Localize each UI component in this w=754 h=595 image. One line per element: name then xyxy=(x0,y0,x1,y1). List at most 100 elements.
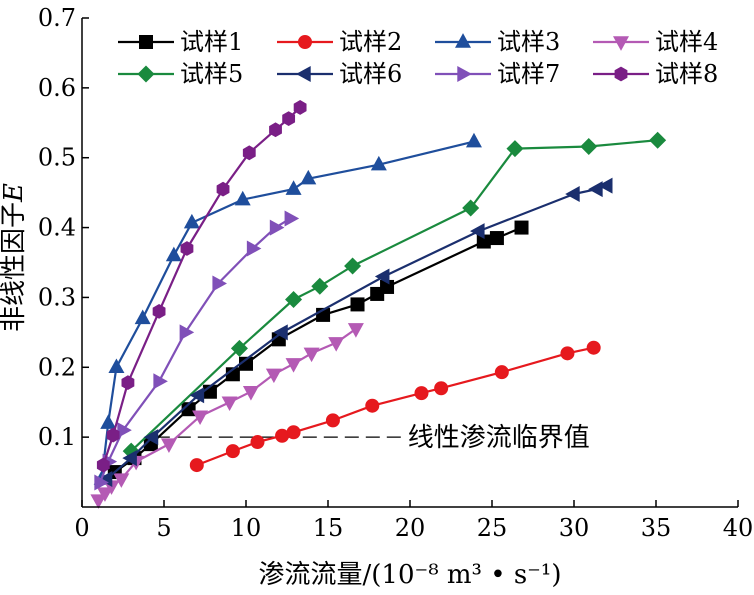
legend-label: 试样3 xyxy=(497,28,560,56)
series-8 xyxy=(96,100,307,473)
legend-label: 试样5 xyxy=(180,60,243,88)
data-point xyxy=(106,427,120,443)
data-point xyxy=(160,438,177,453)
data-point xyxy=(565,186,580,203)
data-point xyxy=(347,323,364,338)
y-tick-label: 0.3 xyxy=(38,283,76,311)
reference-line-label: 线性渗流临界值 xyxy=(408,423,590,453)
data-point xyxy=(514,220,529,235)
legend-label: 试样2 xyxy=(339,28,402,56)
series-line xyxy=(102,106,301,466)
data-point xyxy=(189,387,205,404)
data-point xyxy=(282,111,296,126)
data-point xyxy=(242,145,256,161)
data-point xyxy=(96,457,110,473)
legend-marker xyxy=(298,35,312,49)
data-point xyxy=(586,340,601,355)
x-tick-label: 0 xyxy=(74,514,89,542)
legend-item: 试样7 xyxy=(435,60,560,88)
data-point xyxy=(192,410,209,426)
data-point xyxy=(328,337,345,352)
y-axis-label: 非线性因子E xyxy=(0,183,29,332)
legend-marker xyxy=(614,66,628,82)
data-point xyxy=(285,180,302,195)
data-point xyxy=(285,291,303,309)
data-point xyxy=(230,339,248,357)
y-tick-label: 0.1 xyxy=(38,423,76,451)
legend-label: 试样4 xyxy=(655,28,718,56)
legend-label: 试样6 xyxy=(339,60,402,88)
data-point xyxy=(122,450,137,467)
x-axis-label: 渗流流量/(10⁻⁸ m³ • s⁻¹) xyxy=(259,560,562,590)
data-point xyxy=(311,277,329,295)
data-point xyxy=(273,324,288,341)
data-point xyxy=(588,181,603,198)
legend-marker xyxy=(455,33,471,48)
legend-marker xyxy=(139,35,153,49)
y-tick-label: 0.6 xyxy=(38,74,76,102)
y-axis-label-symbol: E xyxy=(0,183,29,203)
legend: 试样1 试样2 试样3 试样4 试样5 试样6 试样7 试样8 xyxy=(118,28,718,88)
data-point xyxy=(225,444,240,459)
data-point xyxy=(434,381,449,396)
data-point xyxy=(494,365,509,380)
legend-marker xyxy=(137,65,155,83)
series-group xyxy=(90,100,667,509)
legend-marker xyxy=(613,36,629,51)
data-point xyxy=(275,428,290,443)
x-tick-label: 5 xyxy=(156,514,171,542)
data-point xyxy=(580,138,598,156)
series-5 xyxy=(122,131,667,460)
data-point xyxy=(143,429,159,446)
data-point xyxy=(462,199,480,217)
legend-item: 试样3 xyxy=(435,28,560,56)
data-point xyxy=(117,422,132,439)
data-point xyxy=(269,219,285,236)
data-point xyxy=(303,347,320,363)
legend-marker xyxy=(457,66,472,82)
series-4 xyxy=(90,323,364,509)
y-tick-label: 0.4 xyxy=(38,214,76,242)
data-point xyxy=(165,246,182,262)
data-point xyxy=(344,257,362,275)
data-point xyxy=(94,474,109,491)
series-6 xyxy=(97,177,613,488)
data-point xyxy=(350,297,365,312)
y-tick-label: 0.7 xyxy=(38,4,76,32)
legend-item: 试样6 xyxy=(277,60,402,88)
legend-label: 试样1 xyxy=(180,28,243,56)
series-line xyxy=(105,184,608,480)
data-point xyxy=(414,386,429,401)
data-point xyxy=(489,231,504,246)
data-point xyxy=(649,131,667,149)
data-point xyxy=(234,190,251,206)
data-point xyxy=(265,368,282,384)
data-point xyxy=(242,386,259,401)
data-point xyxy=(90,494,107,509)
legend-item: 试样5 xyxy=(118,60,243,88)
data-point xyxy=(597,177,613,194)
data-point xyxy=(300,169,317,185)
data-point xyxy=(286,425,301,440)
legend-label: 试样7 xyxy=(497,60,560,88)
data-point xyxy=(465,132,482,148)
legend-item: 试样1 xyxy=(118,28,243,56)
legend-item: 试样2 xyxy=(277,28,402,56)
y-tick-label: 0.2 xyxy=(38,353,76,381)
data-point xyxy=(246,240,262,257)
data-point xyxy=(506,140,524,158)
x-tick-label: 25 xyxy=(477,514,508,542)
x-tick-label: 30 xyxy=(559,514,590,542)
series-line xyxy=(97,328,357,501)
data-point xyxy=(153,373,168,390)
data-point xyxy=(325,413,340,428)
data-point xyxy=(560,346,575,361)
data-point xyxy=(269,122,282,138)
data-point xyxy=(189,458,204,473)
data-point xyxy=(284,210,300,227)
data-point xyxy=(216,181,230,197)
data-point xyxy=(221,396,238,412)
data-point xyxy=(470,223,485,240)
data-point xyxy=(113,473,130,488)
